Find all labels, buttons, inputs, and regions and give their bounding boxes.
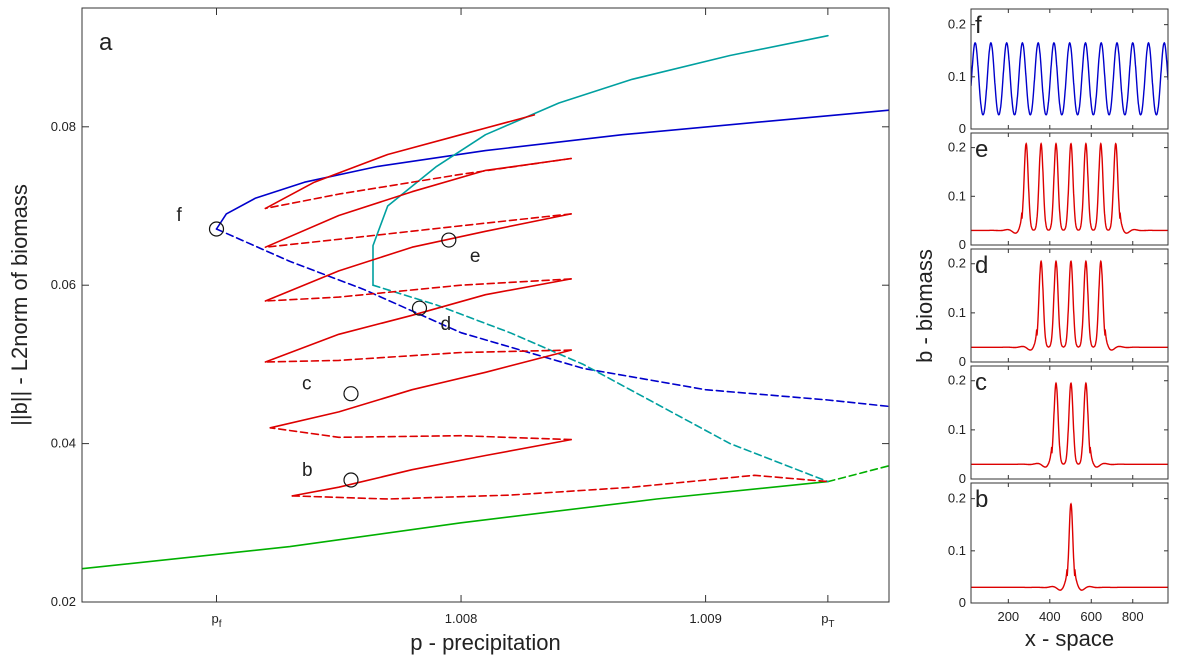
y-tick-label-2: 0.06 [51, 277, 76, 292]
profile-line-d [971, 259, 1168, 351]
series-line-14 [264, 213, 572, 248]
y-tick-label-c-1: 0.1 [948, 422, 966, 437]
y-tick-label-d-2: 0.2 [948, 256, 966, 271]
marker-label-d: d [440, 314, 451, 335]
series-line-11 [264, 278, 572, 363]
y-tick-label-b-2: 0.2 [948, 491, 966, 506]
solution-marker-e [441, 232, 457, 248]
series-line-16 [264, 157, 572, 210]
x-tick-label-0: pf [211, 611, 221, 630]
series-line-15 [264, 157, 572, 248]
x-axis-label: p - precipitation [410, 630, 560, 655]
profile-panel-e: 0 0.1 0.2 e [948, 132, 1169, 252]
y-tick-label-d-0: 0 [959, 354, 966, 369]
profile-line-e [971, 142, 1168, 234]
series-line-2 [215, 109, 889, 230]
solution-marker-f [208, 221, 225, 237]
y-tick-label-e-1: 0.1 [948, 188, 966, 203]
series-line-0 [82, 480, 829, 570]
y-tick-label-f-0: 0 [959, 121, 966, 136]
profile-x-tick-label-1: 400 [1039, 609, 1061, 624]
series-line-12 [264, 278, 572, 302]
x-tick-label-2: 1.009 [689, 611, 722, 626]
panel-letter-a: a [99, 29, 113, 56]
solution-marker-d [411, 300, 428, 316]
profile-line-b [971, 502, 1168, 591]
panel-letter-c: c [975, 369, 987, 396]
panel-frame-f [970, 8, 1169, 130]
series-line-9 [269, 349, 572, 429]
profile-x-tick-label-0: 200 [997, 609, 1019, 624]
series-line-4 [372, 34, 829, 287]
curves [82, 34, 889, 570]
panel-letter-d: d [975, 252, 988, 279]
series-line-5 [372, 284, 829, 483]
series-line-1 [827, 464, 889, 483]
profile-panels: 00.10.2 f00.10.2 e00.10.2 d00.10.2 c00.10.2 b… [912, 8, 1169, 651]
y-tick-label-e-0: 0 [959, 237, 966, 252]
series-line-7 [291, 474, 829, 500]
y-tick-label-d-1: 0.1 [948, 305, 966, 320]
profile-x-axis-label: x - space [1025, 626, 1114, 651]
y-tick-label-0: 0.02 [51, 594, 76, 609]
y-tick-label-3: 0.08 [51, 119, 76, 134]
series-line-10 [264, 349, 572, 363]
panel-frame-b [970, 482, 1169, 604]
panel-letter-b: b [975, 486, 988, 513]
y-tick-label-1: 0.04 [51, 436, 76, 451]
series-line-6 [291, 438, 572, 497]
x-tick-label-3: pT [821, 611, 834, 630]
plot-frame [81, 7, 890, 603]
profile-panel-c: 0 0.1 0.2 c [948, 365, 1169, 486]
panel-frame-d [970, 248, 1169, 363]
profile-panel-d: 0 0.1 0.2 d [948, 248, 1169, 369]
y-tick-label-e-2: 0.2 [948, 140, 966, 155]
profile-x-tick-label-3: 800 [1122, 609, 1144, 624]
panel-letter-e: e [975, 136, 988, 163]
series-line-13 [264, 213, 572, 302]
y-axis-label: ||b|| - L2norm of biomass [7, 184, 32, 426]
profile-panel-f: 0 0.1 0.2 f [948, 8, 1169, 136]
series-line-3 [215, 228, 889, 408]
x-tick-label-1: 1.008 [445, 611, 478, 626]
panel-frame-c [970, 365, 1169, 480]
marker-label-c: c [302, 374, 312, 395]
y-tick-label-f-1: 0.1 [948, 69, 966, 84]
series-line-8 [269, 426, 572, 441]
marker-label-f: f [177, 205, 183, 226]
solution-marker-b [343, 472, 359, 488]
solution-marker-c [343, 386, 359, 402]
y-tick-label-b-1: 0.1 [948, 543, 966, 558]
y-tick-label-c-2: 0.2 [948, 373, 966, 388]
profile-panel-b: 0 0.1 0.2 b [948, 482, 1169, 610]
profile-line-f [971, 41, 1168, 116]
panel-letter-f: f [975, 12, 982, 39]
marker-label-b: b [302, 460, 313, 481]
profile-y-axis-label: b - biomass [912, 249, 937, 363]
profile-line-c [971, 381, 1168, 468]
y-tick-label-b-0: 0 [959, 595, 966, 610]
y-tick-label-c-0: 0 [959, 471, 966, 486]
y-tick-label-f-2: 0.2 [948, 17, 966, 32]
bifurcation-diagram: pf 1.008 1.009 pT 0.02 0.04 0.06 0.08 p - precip… [7, 7, 890, 655]
series-line-17 [264, 114, 536, 210]
marker-label-e: e [470, 246, 481, 267]
profile-x-tick-label-2: 600 [1080, 609, 1102, 624]
panel-frame-e [970, 132, 1169, 246]
